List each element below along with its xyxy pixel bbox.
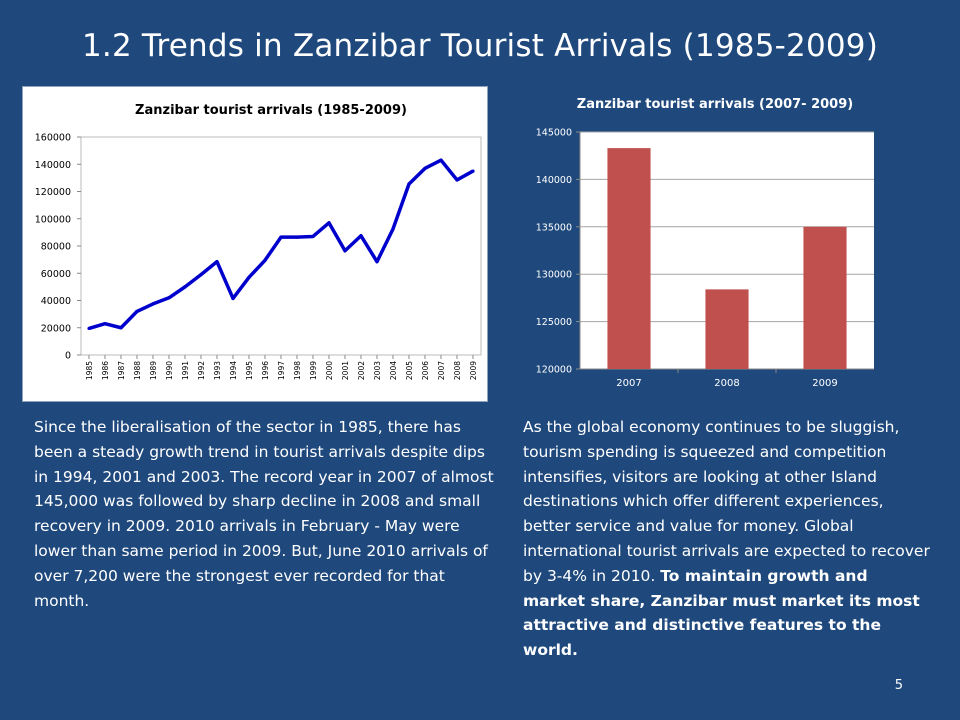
line-chart-title: Zanzibar tourist arrivals (1985-2009): [135, 103, 407, 118]
line-chart-point: [231, 296, 235, 301]
line-chart-point: [423, 166, 427, 170]
line-chart-xtick-label: 1996: [261, 361, 270, 380]
line-chart-point: [311, 234, 315, 239]
bar-chart-ytick-label: 125000: [536, 317, 572, 328]
line-chart-xtick-label: 1993: [213, 361, 222, 380]
line-chart-point: [167, 296, 171, 300]
line-chart-ytick-label: 160000: [35, 133, 71, 144]
line-chart-xtick-label: 1991: [181, 361, 190, 380]
line-chart-xtick-label: 2006: [421, 361, 430, 380]
line-chart-xtick-label: 1986: [101, 361, 110, 380]
line-chart-series-line: [88, 158, 474, 331]
line-chart-point: [391, 227, 395, 231]
line-chart-point: [327, 221, 331, 225]
line-chart-point: [439, 158, 443, 162]
line-chart-ytick-label: 20000: [41, 323, 71, 334]
line-chart-point: [199, 273, 203, 277]
line-chart-ytick-label: 140000: [35, 160, 71, 171]
right-description-normal: As the global economy continues to be sl…: [523, 418, 930, 585]
bar-chart-bar: [607, 148, 651, 369]
bar-chart-ytick-label: 135000: [536, 222, 572, 233]
line-chart-plot-area: [80, 136, 482, 356]
line-chart-xtick-label: 1994: [229, 361, 238, 380]
bar-chart-ytick-label: 120000: [536, 365, 572, 376]
line-chart-xtick-label: 2001: [341, 361, 350, 380]
slide-title: 1.2 Trends in Zanzibar Tourist Arrivals …: [81, 28, 879, 64]
line-chart-xtick-label: 1985: [85, 361, 94, 380]
line-chart-ytick-label: 120000: [35, 187, 71, 198]
line-chart-xtick-label: 1992: [197, 361, 206, 380]
line-chart: Zanzibar tourist arrivals (1985-2009) 0 20…: [35, 103, 482, 380]
line-chart-point: [151, 302, 155, 306]
line-chart-xtick-label: 1987: [117, 361, 126, 380]
line-chart-point: [87, 326, 91, 331]
line-chart-xtick-label: 2000: [325, 361, 334, 380]
line-chart-xtick-label: 2008: [453, 361, 462, 380]
page-number: 5: [894, 678, 903, 693]
line-chart-xtick-label: 1999: [309, 361, 318, 380]
line-chart-panel: Zanzibar tourist arrivals (1985-2009) 0 20…: [22, 86, 488, 402]
line-chart-ytick-label: 100000: [35, 214, 71, 225]
bar-chart-ytick-label: 140000: [536, 175, 572, 186]
bar-chart-xtick-label: 2009: [812, 378, 837, 389]
line-chart-point: [183, 285, 187, 289]
bar-chart-ytick-label: 130000: [536, 270, 572, 281]
line-chart-xtick-label: 2007: [437, 361, 446, 380]
line-chart-xtick-label: 2003: [373, 361, 382, 380]
line-chart-point: [135, 309, 139, 313]
line-chart-point: [119, 326, 123, 330]
bar-chart-bar: [705, 289, 749, 369]
line-chart-xtick-label: 2009: [469, 361, 478, 380]
line-chart-point: [279, 235, 283, 239]
line-chart-point: [407, 182, 411, 186]
bar-chart-xtick-label: 2007: [616, 378, 641, 389]
line-chart-xtick-label: 1988: [133, 361, 142, 380]
line-chart-xtick-label: 1995: [245, 361, 254, 380]
line-chart-point: [471, 169, 475, 173]
right-description-bold: To maintain growth and market share, Zan…: [523, 566, 920, 660]
right-description: As the global economy continues to be sl…: [523, 415, 933, 663]
line-chart-xtick-label: 2005: [405, 361, 414, 380]
line-chart-point: [359, 234, 363, 238]
line-chart-point: [455, 178, 459, 182]
line-chart-point: [375, 260, 379, 264]
line-chart-point: [263, 258, 267, 262]
line-chart-xtick-label: 1998: [293, 361, 302, 380]
line-chart-ytick-label: 40000: [41, 296, 71, 307]
line-chart-point: [103, 322, 107, 326]
left-description: Since the liberalisation of the sector i…: [34, 418, 494, 610]
line-chart-xtick-label: 1997: [277, 361, 286, 380]
bar-chart-ytick-label: 145000: [536, 128, 572, 139]
line-chart-xtick-label: 1989: [149, 361, 158, 380]
line-chart-ytick-label: 0: [65, 351, 71, 362]
line-chart-point: [295, 235, 299, 239]
line-chart-point: [215, 260, 219, 264]
bar-chart: Zanzibar tourist arrivals (2007- 2009) 12…: [536, 97, 874, 389]
line-chart-xtick-label: 2004: [389, 361, 398, 380]
line-chart-xtick-label: 1990: [165, 361, 174, 380]
bar-chart-xtick-label: 2008: [714, 378, 739, 389]
bar-chart-panel: Zanzibar tourist arrivals (2007- 2009) 12…: [514, 86, 898, 400]
bar-chart-bar: [803, 226, 847, 369]
line-chart-point: [343, 249, 347, 253]
line-chart-point: [247, 275, 251, 279]
line-chart-ytick-label: 80000: [41, 242, 71, 253]
line-chart-xtick-label: 2002: [357, 361, 366, 380]
line-chart-ytick-label: 60000: [41, 269, 71, 280]
bar-chart-title: Zanzibar tourist arrivals (2007- 2009): [577, 97, 853, 112]
